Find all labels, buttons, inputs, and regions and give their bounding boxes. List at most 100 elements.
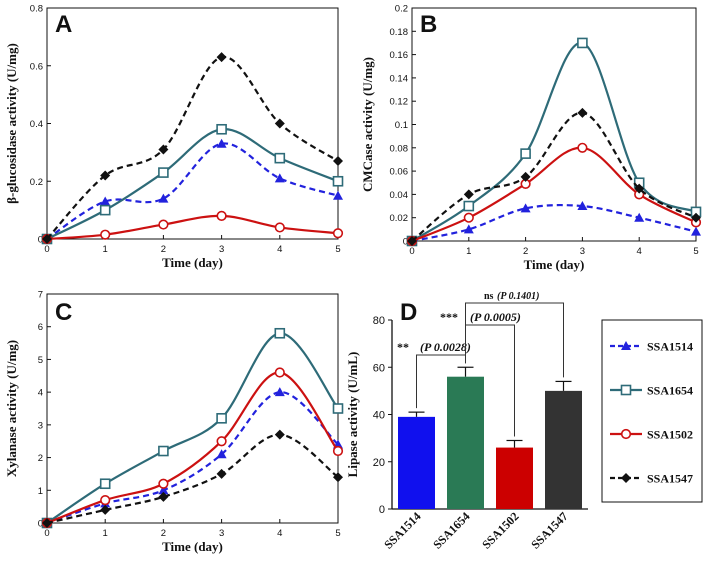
panel-c-point-ssa1547 [216,468,227,479]
panel-b-point-ssa1654 [463,200,475,212]
panel-b-line-ssa1654 [411,41,697,242]
panel-b-ytick-label: 0.14 [390,73,409,84]
panel-b-line-ssa1514 [411,203,697,243]
panel-b-point-ssa1514 [691,226,701,236]
legend-marker-ssa1547 [621,473,631,483]
legend: SSA1514 SSA1654 SSA1502 SSA1547 [601,319,703,503]
panel-a-point-ssa1547 [42,234,52,244]
panel-a-letter: A [55,11,72,38]
panel-b-chart: 0 0.02 0.04 0.06 0.08 0.1 0.12 0.14 0.16 0.18 0.2 0… [360,4,702,272]
panel-c-ytick-label: 3 [38,420,43,431]
panel-a-point-ssa1654 [274,152,286,164]
panel-d-letter: D [400,299,417,326]
panel-c-frame [46,293,339,524]
panel-a-xtick-label: 3 [219,244,224,255]
panel-a-line-ssa1502 [46,214,339,241]
panel-c-chart: 0 1 2 3 4 5 6 7 0 1 2 3 4 5 Time (day) Xylanase activit… [4,290,344,554]
panel-b-point-ssa1514 [634,212,645,222]
panel-d-ytick-label: 80 [373,315,385,327]
legend-box [601,319,703,503]
panel-a-point-ssa1502 [100,229,111,240]
panel-c-xtick-label: 1 [103,528,108,539]
panel-c-letter: C [55,299,72,326]
panel-d-sig-pvalue: (P 0.1401) [497,291,539,302]
panel-a-ytick-label: 0.4 [30,119,43,130]
panel-b-ytick-label: 0.12 [390,97,409,108]
panel-c-point-ssa1502 [100,495,111,506]
panel-a-ytick-label: 0 [38,235,43,246]
panel-a-point-ssa1502 [332,228,344,239]
panel-c-ylabel: Xylanase activity (U/mg) [4,340,19,477]
panel-a-chart: 0 0.2 0.4 0.6 0.8 0 1 2 3 4 5 Time (day) β-glucosida… [4,4,344,270]
panel-a-point-ssa1654 [216,123,227,135]
panel-b-ytick-label: 0.2 [395,4,408,15]
panel-d-sig-stars: *** [440,310,458,324]
panel-c-point-ssa1502 [158,478,169,489]
panel-a-xlabel: Time (day) [162,255,223,270]
panel-c-xtick-label: 5 [335,528,340,539]
panel-a-point-ssa1654 [99,204,111,216]
panel-a-point-ssa1502 [158,219,169,230]
panel-d-chart: 0 20 40 60 80 SSA1514 SSA1654 SSA1502 SSA1547 Lip… [345,291,588,552]
panel-b-point-ssa1547 [691,212,701,223]
panel-a-point-ssa1547 [274,118,285,129]
panel-b-ylabel: CMCase activity (U/mg) [360,57,375,192]
panel-c-ytick-label: 7 [38,290,43,301]
panel-c-xlabel: Time (day) [162,539,223,554]
panel-b-point-ssa1514 [577,201,588,211]
panel-b-ytick-label: 0.18 [390,27,409,38]
panel-a-ytick-label: 0.2 [30,177,43,188]
panel-d-xtick-label: SSA1654 [430,509,472,551]
panel-a-point-ssa1654 [158,167,169,178]
panel-b-point-ssa1654 [520,148,531,159]
panel-d-bar-ssa1547 [545,390,582,509]
panel-b-point-ssa1547 [634,183,645,194]
panel-a-ytick-label: 0.8 [30,4,43,15]
panel-b-ytick-label: 0.02 [390,213,409,224]
panel-a-point-ssa1502 [216,210,227,221]
panel-b-ytick-label: 0.16 [390,50,409,61]
panel-d-bar-ssa1514 [398,416,435,509]
panel-c-point-ssa1547 [333,472,343,483]
panel-c-xtick-label: 3 [219,528,224,539]
panel-c-ytick-label: 2 [38,453,43,464]
panel-b-xtick-label: 5 [693,246,698,257]
panel-c-point-ssa1514 [158,485,169,495]
panel-d-ytick-label: 0 [379,504,385,516]
panel-d-ytick-label: 40 [373,410,385,422]
panel-a-point-ssa1514 [216,138,227,148]
panel-d-bar-ssa1654 [447,376,484,509]
panel-b-xtick-label: 1 [466,246,471,257]
panel-b-point-ssa1654 [577,37,588,49]
panel-c-xtick-label: 0 [44,528,49,539]
panel-c-point-ssa1514 [216,449,227,459]
panel-a-point-ssa1547 [158,144,169,155]
panel-c-point-ssa1502 [332,445,344,457]
panel-c-point-ssa1502 [216,436,227,447]
panel-a-point-ssa1547 [333,156,343,167]
legend-marker-ssa1654 [620,384,632,396]
panel-d-sig-stars: ns [484,291,494,302]
panel-a-ylabel: β-glucosidase activity (U/mg) [4,43,19,204]
panel-c-ytick-label: 5 [38,355,43,366]
panel-c-point-ssa1547 [100,504,111,515]
panel-b-letter: B [420,11,437,38]
panel-a-xtick-label: 2 [161,244,166,255]
panel-c-point-ssa1654 [216,413,227,424]
panel-c-point-ssa1547 [274,429,285,440]
panel-a-point-ssa1514 [100,196,111,206]
panel-b-xtick-label: 2 [523,246,528,257]
panel-b-ytick-label: 0.1 [395,120,408,131]
panel-b-xtick-label: 3 [580,246,585,257]
panel-d-xtick-label: SSA1547 [528,509,570,551]
panel-a-point-ssa1514 [333,190,343,200]
panel-a-point-ssa1514 [274,173,285,183]
panel-c-point-ssa1547 [158,491,169,502]
panel-b-xlabel: Time (day) [524,257,585,272]
panel-b-point-ssa1502 [463,212,474,223]
panel-a-point-ssa1654 [332,175,344,187]
panel-d-bar-ssa1502 [496,447,533,509]
panel-b-frame [411,7,697,242]
panel-a-ytick-label: 0.6 [30,61,43,72]
